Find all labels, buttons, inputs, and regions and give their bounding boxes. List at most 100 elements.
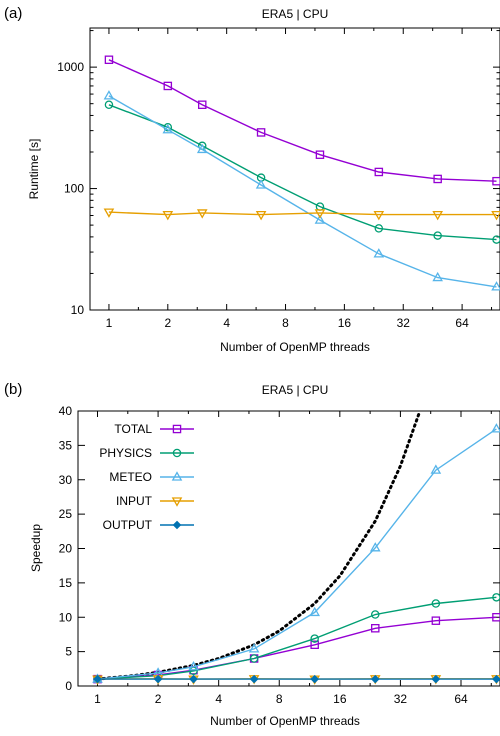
- panel-a-plot-frame: [89, 27, 500, 311]
- panel-b-title: ERA5 | CPU: [262, 383, 328, 397]
- panel-a-data-point-0: [104, 55, 114, 65]
- legend-marker-meteo: [171, 471, 183, 481]
- panel-b-y-tick-label: 0: [65, 679, 72, 693]
- panel-a-data-point-1: [492, 235, 500, 244]
- panel-b-y-tick-label: 20: [59, 542, 73, 556]
- panel-b-data-point-meteo: [369, 542, 381, 552]
- panel-a-x-tick-label: 4: [223, 316, 230, 330]
- panel-b-data-point-physics: [310, 634, 319, 643]
- panel-b-marks: 1 2 4 8 16 32 64 0 5 10 15 20 25 30 35 40 TOTAL PHYSICS ME…: [59, 404, 500, 706]
- panel-b-data-point-physics: [431, 599, 441, 608]
- legend-marker-input: [171, 497, 183, 507]
- panel-a-y-axis-label: Runtime [s]: [27, 139, 41, 200]
- panel-a-data-point-2: [314, 214, 326, 224]
- panel-a-data-point-0: [433, 174, 442, 184]
- panel-b-y-tick-label: 15: [59, 576, 73, 590]
- panel-a-data-point-2: [196, 143, 208, 154]
- panel-b-data-point-output: [310, 674, 319, 684]
- legend-marker-output: [172, 520, 182, 530]
- panel-b-x-tick-label: 1: [94, 692, 101, 706]
- panel-b-data-point-output: [431, 674, 441, 684]
- panel-b-x-tick-label: 32: [394, 692, 408, 706]
- panel-b-x-axis-label: Number of OpenMP threads: [210, 714, 360, 728]
- panel-a-series-line-2: [108, 95, 497, 288]
- panel-b-data-point-output: [189, 674, 198, 684]
- panel-a-series-line-1: [108, 104, 497, 241]
- panel-b-data-point-meteo: [309, 606, 321, 617]
- panel-a-data-point-2: [432, 271, 443, 282]
- legend-marker-total: [172, 424, 182, 434]
- panel-a-data-point-1: [104, 100, 114, 110]
- panel-b-data-point-output: [370, 674, 380, 684]
- panel-a-data-point-3: [255, 210, 267, 221]
- panel-b-x-tick-label: 64: [454, 692, 468, 706]
- panel-a-x-tick-label: 16: [338, 316, 352, 330]
- panel-b-label: (b): [4, 381, 22, 398]
- legend-label-physics: PHYSICS: [99, 446, 152, 460]
- panel-a-series-line-0: [108, 59, 497, 182]
- panel-a-data-point-2: [103, 90, 115, 100]
- panel-b-series-line-physics: [97, 596, 497, 680]
- panel-a-label: (a): [4, 5, 22, 22]
- panel-a-x-tick-label: 32: [397, 316, 411, 330]
- panel-b-data-point-meteo: [248, 643, 260, 653]
- panel-a-data-point-3: [491, 210, 500, 221]
- panel-a-data-point-3: [162, 210, 174, 221]
- panel-a-data-point-2: [491, 281, 500, 291]
- panel-b-data-point-physics: [249, 654, 259, 663]
- panel-a-data-point-0: [163, 81, 173, 91]
- panel-a-data-point-0: [374, 167, 384, 177]
- panel-a-data-point-3: [314, 209, 326, 219]
- panel-b-y-axis-label: Speedup: [29, 524, 43, 572]
- panel-b-data-point-total: [310, 640, 319, 650]
- panel-b-data-point-meteo: [491, 423, 500, 433]
- panel-b-y-tick-label: 5: [65, 645, 72, 659]
- panel-b-data-point-output: [93, 674, 102, 684]
- panel-a-data-point-1: [433, 231, 442, 240]
- panel-a-data-point-3: [103, 208, 115, 218]
- panel-b-y-tick-label: 40: [59, 404, 73, 418]
- panel-b-series-line-meteo: [97, 428, 497, 680]
- legend-marker-physics: [172, 448, 182, 458]
- panel-a-title: ERA5 | CPU: [262, 7, 328, 21]
- panel-a-data-point-2: [162, 124, 174, 134]
- panel-a-y-tick-label: 10: [71, 303, 85, 317]
- panel-b-data-point-meteo: [430, 464, 442, 474]
- panel-b-data-point-output: [153, 674, 163, 684]
- panel-b-data-point-output: [492, 674, 500, 684]
- panel-b-y-tick-label: 10: [59, 610, 73, 624]
- panel-a-data-point-3: [432, 210, 443, 221]
- legend-label-total: TOTAL: [114, 422, 152, 436]
- panel-a-data-point-0: [492, 176, 500, 186]
- panel-b-y-tick-label: 25: [59, 507, 73, 521]
- panel-b: (b) ERA5 | CPU Number of OpenMP threads …: [4, 381, 500, 728]
- panel-b-data-point-total: [492, 613, 500, 622]
- panel-a-x-tick-label: 2: [164, 316, 171, 330]
- panel-a-series-line-3: [108, 211, 497, 216]
- panel-a-data-point-0: [197, 100, 207, 110]
- panel-a-data-point-0: [256, 128, 266, 137]
- panel-a-data-point-0: [315, 150, 325, 159]
- panel-a-x-axis-label: Number of OpenMP threads: [220, 340, 370, 354]
- panel-b-data-point-physics: [371, 610, 380, 619]
- panel-b-y-tick-label: 30: [59, 473, 73, 487]
- panel-a-y-tick-label: 1000: [57, 60, 84, 74]
- panel-b-y-tick-label: 35: [59, 438, 73, 452]
- panel-b-data-point-output: [249, 674, 259, 684]
- panel-a-x-tick-label: 64: [455, 316, 469, 330]
- panel-b-data-point-total: [371, 624, 380, 633]
- panel-a-marks: 1 2 4 8 16 32 64 10 100 1000: [57, 28, 500, 330]
- panel-a-x-tick-label: 8: [282, 316, 289, 330]
- legend-label-meteo: METEO: [109, 470, 152, 484]
- panel-b-x-tick-label: 8: [276, 692, 283, 706]
- legend-label-output: OUTPUT: [103, 518, 153, 532]
- panel-b-data-point-physics: [492, 593, 500, 602]
- legend-label-input: INPUT: [116, 494, 153, 508]
- panel-a-data-point-3: [373, 210, 385, 221]
- panel-a-data-point-2: [255, 179, 267, 189]
- panel-b-x-tick-label: 4: [215, 692, 222, 706]
- panel-a-data-point-2: [373, 248, 385, 258]
- panel-a: (a) ERA5 | CPU Number of OpenMP threads …: [4, 5, 500, 354]
- panel-b-x-tick-label: 2: [155, 692, 162, 706]
